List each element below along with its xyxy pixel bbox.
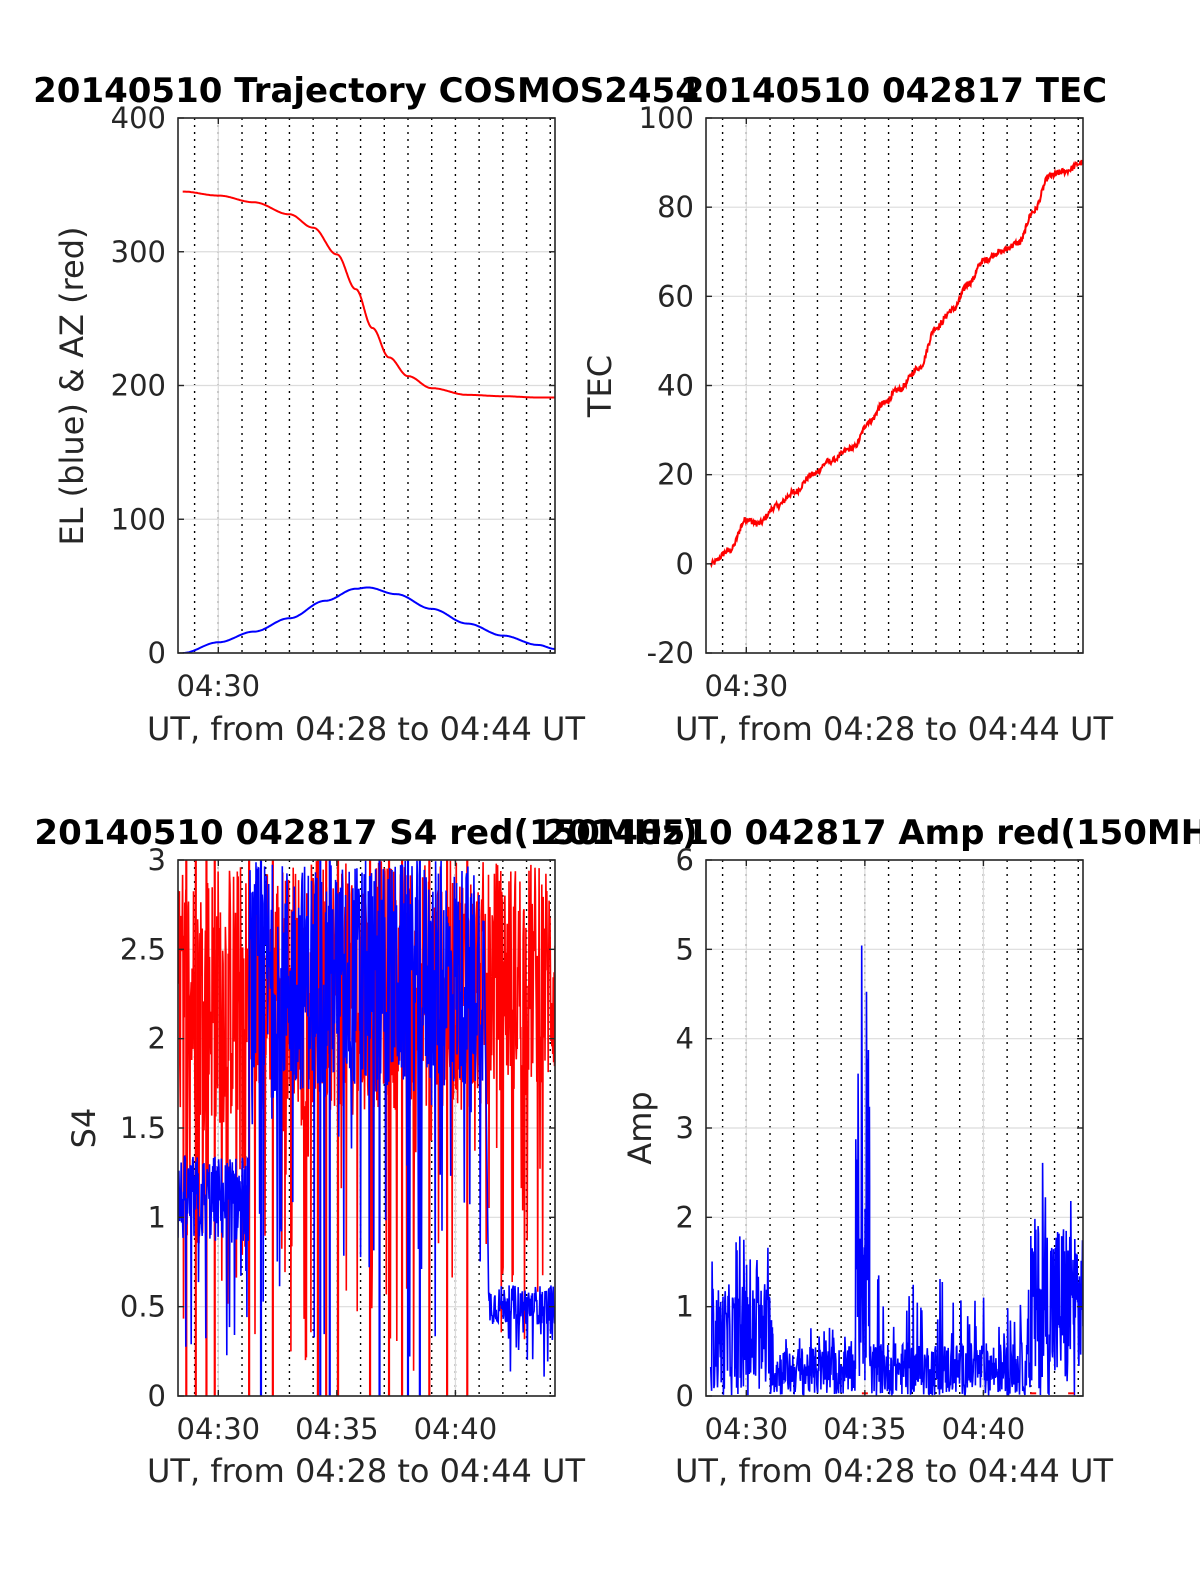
y-tick-label: 400 (111, 101, 166, 135)
x-tick-label: 04:30 (705, 669, 789, 703)
x-axis-label: UT, from 04:28 to 04:44 UT (147, 710, 585, 748)
y-tick-label: 2 (148, 1022, 166, 1056)
y-tick-label: 20 (657, 458, 694, 492)
y-tick-label: 6 (676, 843, 694, 877)
x-axis-label: UT, from 04:28 to 04:44 UT (147, 1452, 585, 1490)
chart-title: 20140510 042817 S4 red(150MHz) (34, 813, 697, 853)
y-tick-label: 0 (676, 547, 694, 581)
y-tick-label: 60 (657, 279, 694, 313)
tick-layer: 0 100 200 300 400 04:30 (111, 101, 555, 703)
y-tick-label: -20 (647, 636, 694, 670)
y-tick-label: 4 (676, 1022, 694, 1056)
amp-chart: 0 1 2 3 4 5 6 04:30 04:35 04:40 20140510 042817 A… (543, 813, 1200, 1490)
x-tick-label: 04:30 (177, 669, 261, 703)
y-axis-label: EL (blue) & AZ (red) (53, 226, 91, 545)
tick-layer: 0 0.5 1 1.5 2 2.5 3 04:30 04:35 04:40 (120, 843, 555, 1446)
y-tick-label: 40 (657, 369, 694, 403)
y-tick-label: 100 (639, 101, 694, 135)
y-axis-label: Amp (621, 1091, 659, 1164)
y-tick-label: 80 (657, 190, 694, 224)
x-tick-label: 04:35 (295, 1412, 379, 1446)
y-tick-label: 2.5 (120, 932, 166, 966)
y-tick-label: 0 (676, 1379, 694, 1413)
x-tick-label: 04:30 (705, 1412, 789, 1446)
x-axis-label: UT, from 04:28 to 04:44 UT (675, 710, 1113, 748)
y-tick-label: 0.5 (120, 1290, 166, 1324)
y-tick-label: 100 (111, 502, 166, 536)
series-group (709, 945, 1083, 1396)
series-group (182, 190, 555, 653)
series-group (178, 860, 555, 1396)
series-line-amp_blue (709, 945, 1083, 1396)
y-tick-label: 5 (676, 932, 694, 966)
y-tick-label: 1 (676, 1290, 694, 1324)
s4-chart: 0 0.5 1 1.5 2 2.5 3 04:30 04:35 04:40 20140510 04… (34, 813, 697, 1490)
series-line-s4_blue (178, 860, 555, 1377)
y-axis-label: TEC (581, 355, 619, 418)
x-axis-label: UT, from 04:28 to 04:44 UT (675, 1452, 1113, 1490)
series-layer (709, 945, 1083, 1396)
y-tick-label: 300 (111, 235, 166, 269)
x-tick-label: 04:35 (823, 1412, 907, 1446)
tick-layer: -20 0 20 40 60 80 100 04:30 (639, 101, 1083, 703)
chart-title: 20140510 Trajectory COSMOS2454 (33, 71, 699, 111)
y-tick-label: 3 (148, 843, 166, 877)
y-axis-label: S4 (65, 1108, 103, 1149)
y-tick-label: 1 (148, 1200, 166, 1234)
x-tick-label: 04:40 (942, 1412, 1026, 1446)
series-layer (182, 190, 555, 653)
tick-layer: 0 1 2 3 4 5 6 04:30 04:35 04:40 (676, 843, 1083, 1446)
y-tick-label: 2 (676, 1200, 694, 1234)
series-line-tec (709, 159, 1083, 569)
x-tick-label: 04:30 (177, 1412, 261, 1446)
y-tick-label: 200 (111, 369, 166, 403)
y-tick-label: 0 (148, 636, 166, 670)
series-line-el (182, 586, 555, 653)
series-layer (178, 860, 555, 1396)
x-tick-label: 04:40 (414, 1412, 498, 1446)
y-tick-label: 0 (148, 1379, 166, 1413)
y-tick-label: 3 (676, 1111, 694, 1145)
series-group (709, 159, 1083, 569)
y-tick-label: 1.5 (120, 1111, 166, 1145)
chart-title: 20140510 042817 TEC (681, 71, 1107, 111)
series-layer (709, 159, 1083, 569)
tec-chart: -20 0 20 40 60 80 100 04:30 20140510 042817 TEC… (581, 71, 1113, 748)
series-line-az (182, 190, 555, 399)
chart-title: 20140510 042817 Amp red(150MHz) (543, 813, 1200, 853)
